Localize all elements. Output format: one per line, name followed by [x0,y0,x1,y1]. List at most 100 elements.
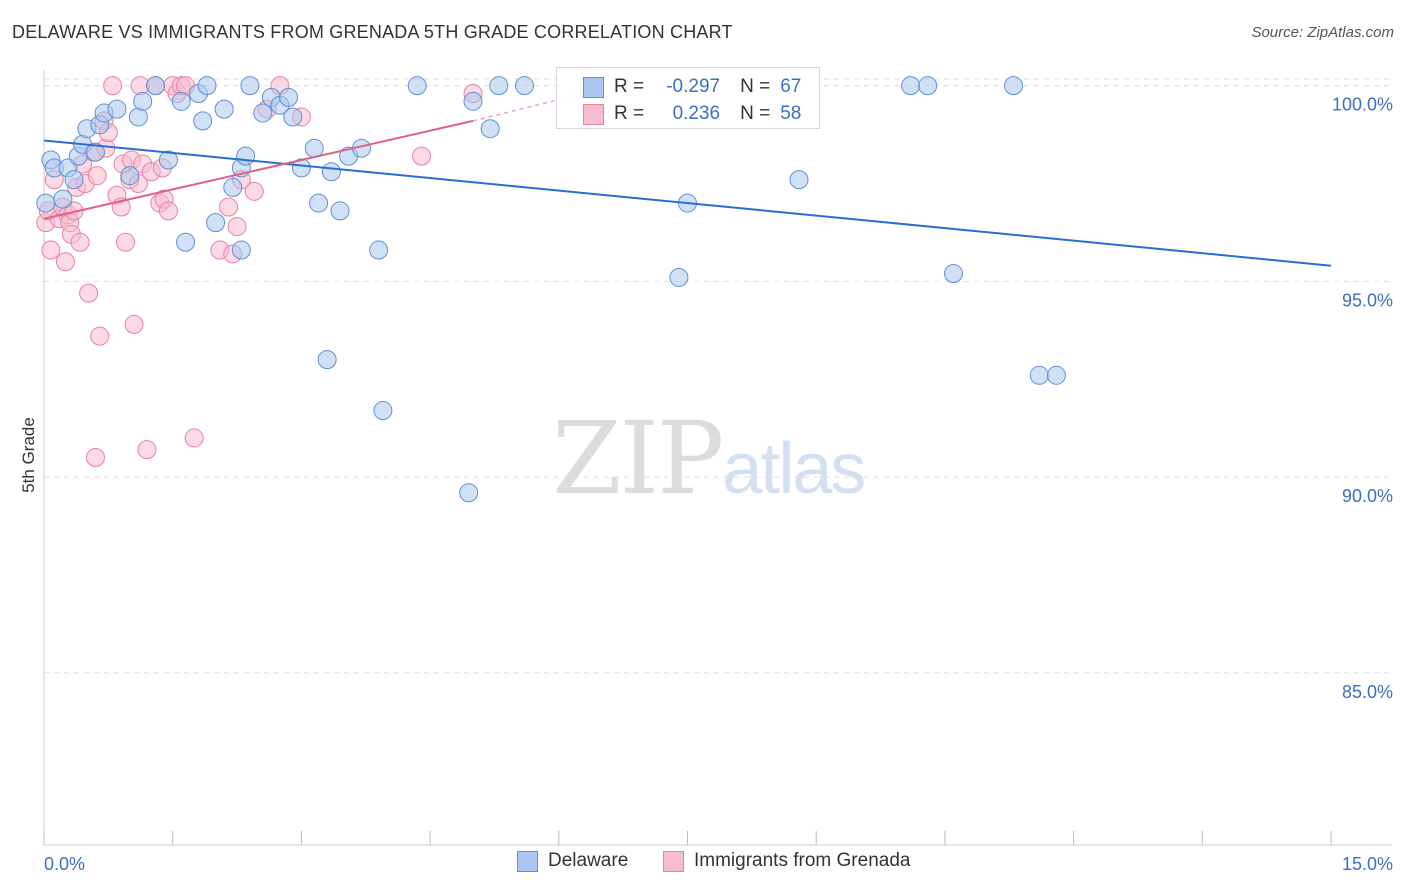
delaware-point [171,91,191,111]
delaware-point [176,232,196,252]
delaware-point [146,76,166,96]
delaware-trend-line [43,139,1332,267]
n-label: N = [740,103,771,124]
legend-item-delaware: Delaware [517,850,628,872]
delaware-point [107,99,127,119]
delaware-point [1004,76,1024,96]
delaware-point [120,166,140,186]
delaware-point [133,91,153,111]
grenada-legend-label: Immigrants from Grenada [694,850,911,871]
grenada-point [227,217,247,237]
correlation-row-grenada: R = 0.236 N = 58 [583,102,801,126]
delaware-point [36,193,56,213]
y-axis-label: 5th Grade [19,417,38,493]
grenada-point [55,252,75,272]
watermark-zip: ZIP [552,400,724,517]
delaware-point [789,170,809,190]
delaware-point [236,146,256,166]
delaware-point [231,240,251,260]
grenada-point [41,240,61,260]
n-label: N = [740,76,771,97]
delaware-point [304,138,324,158]
legend-item-grenada: Immigrants from Grenada [663,850,910,872]
bottom-legend: Delaware Immigrants from Grenada [0,850,1406,880]
delaware-point [669,267,689,287]
grenada-swatch [583,103,604,125]
r-value: 0.236 [672,103,721,124]
y-tick-label: 90.0% [1342,486,1393,506]
watermark-atlas: atlas [722,429,866,509]
grenada-legend-swatch [663,850,684,872]
correlation-legend: R = -0.297 N = 67 R = 0.236 N = 58 [556,67,820,129]
delaware-point [407,76,427,96]
grenada-point [412,146,432,166]
grenada-point [90,326,110,346]
delaware-point [373,401,393,421]
y-tick-label: 95.0% [1342,290,1393,310]
source-label: Source: ZipAtlas.com [1251,24,1394,41]
r-label: R = [614,76,645,97]
grenada-point [79,283,99,303]
delaware-point [291,158,311,178]
delaware-point [206,213,226,233]
delaware-legend-swatch [517,850,538,872]
grenada-point [218,197,238,217]
delaware-point [330,201,350,221]
delaware-legend-label: Delaware [548,850,629,871]
delaware-point [158,150,178,170]
delaware-series [36,76,1066,503]
grenada-point [116,232,136,252]
delaware-point [128,107,148,127]
delaware-point [1046,365,1066,385]
y-tick-label: 85.0% [1342,682,1393,702]
delaware-point [918,76,938,96]
delaware-point [283,107,303,127]
delaware-point [214,99,234,119]
chart-title: DELAWARE VS IMMIGRANTS FROM GRENADA 5TH … [12,22,733,42]
r-value: -0.297 [666,76,721,97]
delaware-point [321,162,341,182]
delaware-point [253,103,273,123]
grenada-trend-line [43,119,474,220]
delaware-point [514,76,534,96]
grenada-point [103,76,123,96]
delaware-point [279,87,299,107]
delaware-point [197,76,217,96]
delaware-point [480,119,500,139]
grenada-point [85,448,105,467]
delaware-point [943,264,963,284]
delaware-point [309,193,329,213]
grenada-point [244,181,264,201]
n-value: 58 [780,103,802,124]
y-tick-label: 100.0% [1332,95,1393,115]
x-tick-label-min: 0.0% [44,854,85,874]
axes: 85.0% 90.0% 95.0% 100.0% 0.0% 15.0% [43,70,1393,874]
x-tick-label-max: 15.0% [1342,854,1393,874]
delaware-point [1029,365,1049,385]
delaware-point [489,76,509,96]
delaware-point [53,189,73,209]
delaware-point [64,170,84,190]
delaware-point [193,111,213,131]
grenada-point [124,314,144,334]
n-value: 67 [780,76,802,97]
delaware-swatch [583,76,604,98]
grenada-point [184,428,204,448]
grenada-point [137,440,157,460]
delaware-point [317,350,337,370]
grenada-point [158,201,178,221]
grenada-series [36,76,483,467]
delaware-point [223,177,243,197]
correlation-row-delaware: R = -0.297 N = 67 [583,75,801,99]
delaware-point [85,142,105,162]
r-label: R = [614,103,645,124]
delaware-point [901,76,921,96]
delaware-point [463,91,483,111]
delaware-point [240,76,260,96]
grenada-point [87,166,107,186]
grenada-point [70,232,90,252]
watermark: ZIPatlas [552,400,866,517]
delaware-point [369,240,389,260]
delaware-point [459,483,479,503]
